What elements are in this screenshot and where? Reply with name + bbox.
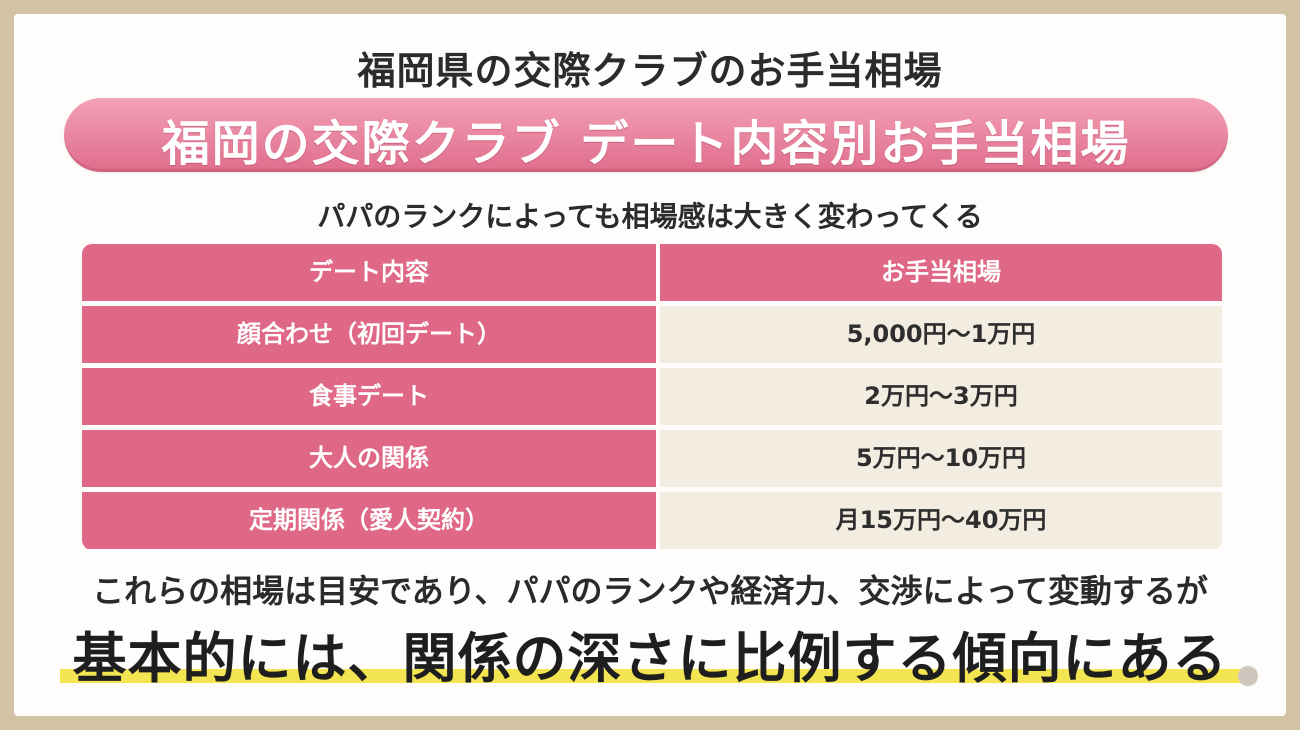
table-row: 定期関係（愛人契約） 月15万円〜40万円	[82, 492, 1222, 549]
highlight-underline	[60, 669, 1250, 683]
corner-dot-icon	[1238, 666, 1258, 686]
row-allowance: 5,000円〜1万円	[660, 306, 1222, 363]
page-title: 福岡県の交際クラブのお手当相場	[357, 49, 943, 93]
row-date-content: 顔合わせ（初回デート）	[82, 306, 656, 363]
row-allowance: 5万円〜10万円	[660, 430, 1222, 487]
table-row: 食事デート 2万円〜3万円	[82, 368, 1222, 425]
row-allowance: 月15万円〜40万円	[660, 492, 1222, 549]
row-date-content: 大人の関係	[82, 430, 656, 487]
header-allowance: お手当相場	[660, 244, 1222, 301]
note-text: これらの相場は目安であり、パパのランクや経済力、交渉によって変動するが	[92, 572, 1208, 610]
header-date-content: デート内容	[82, 244, 656, 301]
row-date-content: 食事デート	[82, 368, 656, 425]
table-header-row: デート内容 お手当相場	[82, 244, 1222, 301]
row-date-content: 定期関係（愛人契約）	[82, 492, 656, 549]
allowance-table: デート内容 お手当相場 顔合わせ（初回デート） 5,000円〜1万円 食事デート…	[82, 244, 1222, 550]
banner-title: 福岡の交際クラブ デート内容別お手当相場	[161, 116, 1131, 172]
title-banner	[64, 98, 1228, 172]
emphasis-text: 基本的には、関係の深さに比例する傾向にある	[72, 627, 1228, 690]
table-row: 顔合わせ（初回デート） 5,000円〜1万円	[82, 306, 1222, 363]
table-row: 大人の関係 5万円〜10万円	[82, 430, 1222, 487]
subtitle: パパのランクによっても相場感は大きく変わってくる	[317, 200, 983, 233]
row-allowance: 2万円〜3万円	[660, 368, 1222, 425]
